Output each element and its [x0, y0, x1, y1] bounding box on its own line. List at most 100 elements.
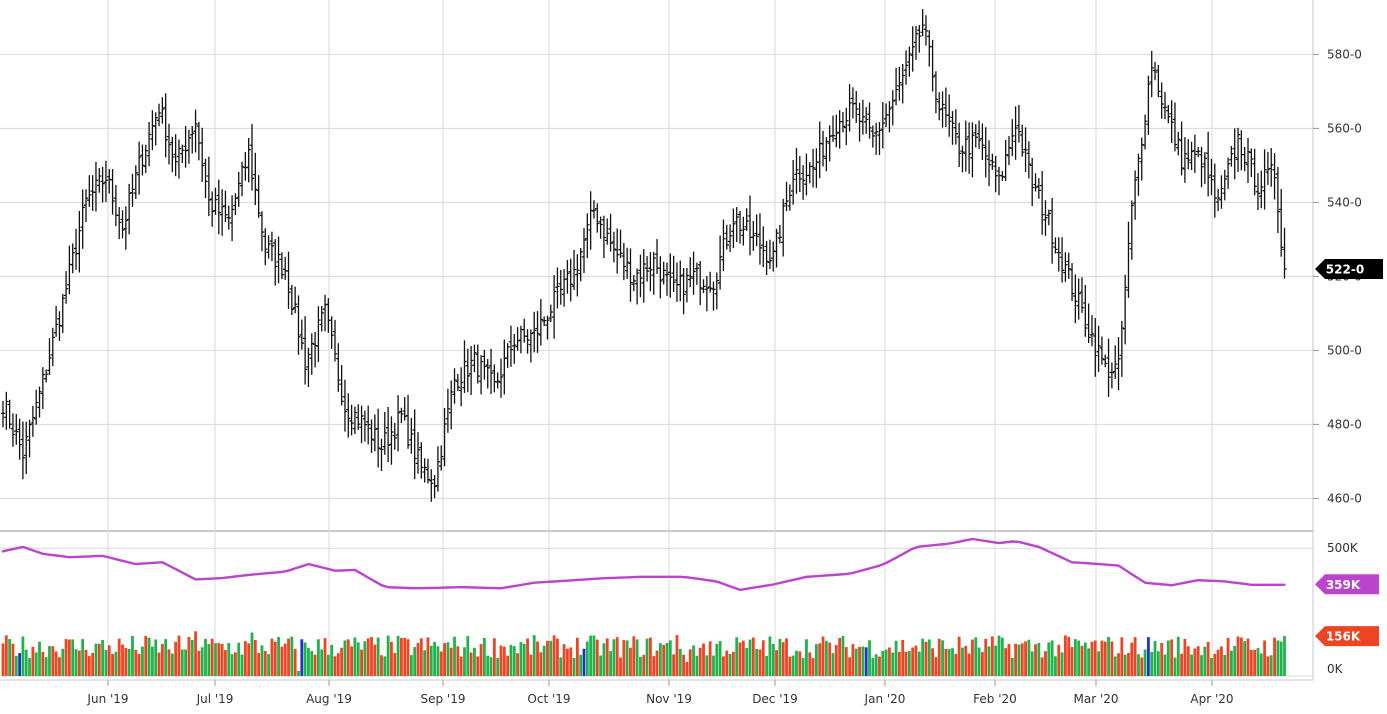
volume-bar: [184, 649, 187, 676]
volume-bar: [303, 642, 307, 676]
volume-bar: [81, 639, 85, 676]
volume-bar: [68, 639, 71, 676]
volume-bar: [446, 642, 450, 676]
volume-bar: [1193, 648, 1197, 676]
volume-bar: [1203, 646, 1207, 676]
volume-bar: [821, 636, 825, 676]
volume-bar: [662, 644, 666, 676]
volume-bar: [1233, 645, 1237, 676]
volume-bar: [11, 643, 15, 676]
volume-bar: [841, 636, 845, 676]
volume-bar: [1143, 649, 1147, 676]
volume-bar: [967, 653, 971, 676]
volume-bar: [393, 653, 397, 676]
volume-bar: [8, 639, 12, 676]
volume-bar: [1210, 657, 1213, 676]
volume-bar: [619, 657, 622, 676]
volume-bar: [94, 643, 98, 676]
volume-bar: [1100, 640, 1104, 676]
volume-bar: [187, 636, 191, 676]
volume-bar: [741, 640, 745, 676]
volume-bar: [509, 644, 513, 676]
volume-bar: [1037, 642, 1041, 676]
volume-bar: [1054, 656, 1057, 676]
volume-bar: [818, 643, 822, 676]
volume-bar: [1047, 642, 1051, 676]
volume-bar: [449, 647, 453, 676]
volume-bar: [97, 643, 101, 676]
volume-bar: [675, 635, 679, 676]
volume-bar: [310, 650, 314, 676]
volume-bar: [951, 648, 954, 676]
volume-bar: [735, 637, 739, 676]
volume-bar: [801, 658, 805, 676]
volume-bar: [134, 649, 138, 676]
volume-bar: [1110, 641, 1114, 676]
volume-bar: [160, 644, 164, 676]
volume-bar: [868, 640, 871, 676]
volume-bar: [569, 647, 573, 676]
volume-bar: [1230, 650, 1233, 676]
volume-bar: [1123, 654, 1127, 676]
volume-bar: [898, 651, 901, 676]
volume-bar: [91, 652, 95, 676]
volume-bar: [1190, 654, 1193, 676]
volume-bar: [904, 651, 908, 676]
volume-bar: [834, 645, 838, 676]
volume-axis-ticks: 0K 500K: [1327, 541, 1359, 676]
volume-bar: [323, 638, 327, 676]
volume-bar: [1004, 648, 1008, 676]
volume-bar: [1276, 640, 1280, 676]
volume-bar: [433, 641, 436, 676]
volume-bar: [1137, 654, 1140, 676]
volume-bar: [582, 648, 586, 676]
volume-bar: [532, 635, 536, 676]
time-tick-label: Apr '20: [1190, 692, 1233, 706]
volume-bar: [24, 649, 28, 676]
volume-bar: [536, 641, 539, 676]
volume-bar: [409, 655, 413, 676]
volume-bar: [974, 637, 978, 676]
volume-bar: [519, 642, 523, 676]
volume-bar: [1223, 654, 1227, 676]
price-tick-label: 500-0: [1327, 343, 1362, 357]
volume-bar: [257, 652, 261, 676]
volume-bar: [994, 645, 998, 676]
volume-bar: [297, 670, 300, 676]
volume-bar: [625, 640, 629, 676]
volume-badge-shape: [1315, 626, 1379, 647]
volume-bar: [1266, 656, 1270, 676]
volume-bar: [864, 647, 868, 676]
volume-bar: [1027, 639, 1031, 676]
volume-bar: [957, 636, 961, 676]
volume-bar: [326, 654, 330, 676]
volume-bar: [692, 645, 695, 676]
volume-bar: [665, 643, 669, 676]
volume-bar: [1273, 637, 1276, 676]
volume-bar: [1263, 640, 1266, 676]
volume-bar: [87, 656, 91, 676]
volume-bar: [270, 638, 274, 676]
volume-bar: [101, 639, 104, 676]
volume-bar: [71, 639, 75, 676]
volume-bar: [167, 649, 171, 676]
volume-bar: [77, 650, 81, 676]
volume-bar: [1120, 637, 1124, 676]
volume-bar: [605, 638, 609, 676]
volume-bar: [745, 648, 749, 676]
volume-bar: [466, 636, 470, 676]
volume-bar: [715, 643, 719, 676]
volume-bar: [728, 654, 732, 676]
volume-bar: [642, 654, 646, 676]
volume-bar: [688, 649, 692, 676]
volume-bar: [977, 647, 981, 676]
volume-bar: [781, 642, 785, 676]
volume-bar: [114, 651, 118, 676]
volume-bar: [921, 638, 925, 676]
volume-bar: [194, 631, 197, 676]
volume-bar: [1, 643, 5, 676]
volume-bar: [1097, 651, 1100, 676]
volume-bar: [230, 654, 234, 676]
volume-bar: [1269, 655, 1273, 676]
